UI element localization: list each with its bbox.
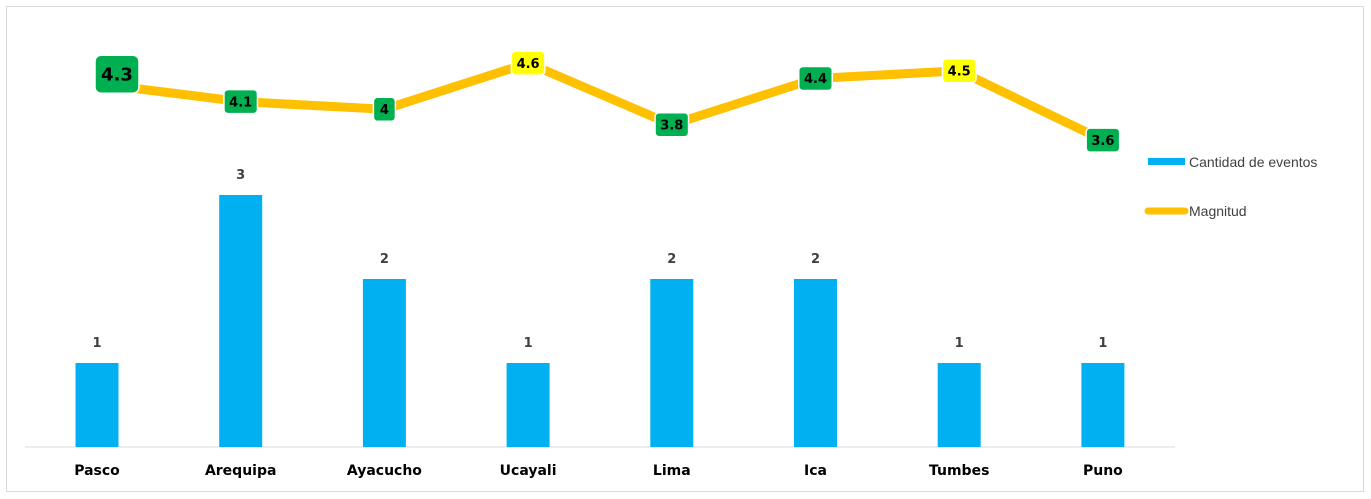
- line-data-labels: 4.3 4.1 4 4.6 3.8 4.4 4.5 3.6: [94, 50, 1121, 153]
- bar-label-ica: 2: [811, 252, 820, 267]
- magnitude-label-text: 4.6: [517, 57, 540, 72]
- legend-swatch-bar: [1148, 158, 1185, 165]
- legend-label-line: Magnitud: [1189, 203, 1247, 219]
- magnitude-label-text: 4.5: [948, 64, 971, 79]
- magnitude-label-ayacucho: 4: [372, 96, 397, 123]
- magnitude-label-text: 4.4: [804, 72, 827, 87]
- bar-label-arequipa: 3: [236, 168, 245, 183]
- category-label-ayacucho: Ayacucho: [347, 463, 422, 479]
- magnitude-label-box: [654, 111, 690, 138]
- magnitude-label-text: 3.8: [660, 118, 683, 133]
- category-label-pasco: Pasco: [74, 463, 120, 479]
- legend: Cantidad de eventos Magnitud: [1144, 154, 1317, 219]
- bar-label-ucayali: 1: [524, 336, 533, 351]
- bar-label-puno: 1: [1098, 336, 1107, 351]
- magnitude-label-text: 4: [380, 103, 389, 118]
- magnitude-label-ica: 4.4: [798, 65, 833, 92]
- line-series: [112, 58, 1108, 145]
- category-label-tumbes: Tumbes: [929, 463, 989, 479]
- magnitude-label-box: [1085, 127, 1121, 153]
- magnitude-label-text: 4.1: [229, 95, 252, 110]
- magnitude-label-box: [510, 50, 546, 76]
- bar-ucayali: [506, 363, 550, 447]
- magnitude-label-ucayali: 4.6: [510, 50, 546, 76]
- category-label-arequipa: Arequipa: [205, 463, 277, 479]
- magnitude-label-box: [223, 88, 259, 115]
- category-label-ucayali: Ucayali: [500, 463, 557, 479]
- bar-ayacucho: [362, 279, 406, 447]
- bar-arequipa: [219, 195, 263, 447]
- bar-label-pasco: 1: [92, 336, 101, 351]
- bar-label-lima: 2: [667, 252, 676, 267]
- bar-puno: [1081, 363, 1125, 447]
- magnitude-label-lima: 3.8: [654, 111, 690, 138]
- bar-ica: [794, 279, 837, 447]
- bar-label-tumbes: 1: [955, 336, 964, 351]
- category-label-ica: Ica: [804, 463, 827, 479]
- magnitude-label-box: [372, 96, 397, 123]
- bar-pasco: [75, 363, 119, 447]
- magnitude-label-text: 4.3: [101, 65, 133, 86]
- legend-label-bar: Cantidad de eventos: [1189, 154, 1317, 170]
- bar-series: [75, 195, 1125, 447]
- magnitude-line: [112, 58, 1108, 145]
- magnitude-label-puno: 3.6: [1085, 127, 1121, 153]
- bar-lima: [650, 279, 694, 447]
- bar-data-labels: 1 3 2 1 2 2 1 1: [92, 168, 1107, 351]
- magnitude-label-box: [941, 58, 977, 84]
- category-label-puno: Puno: [1083, 463, 1123, 479]
- bar-tumbes: [937, 363, 981, 447]
- category-label-lima: Lima: [653, 463, 691, 479]
- magnitude-label-tumbes: 4.5: [941, 58, 977, 84]
- magnitude-label-box: [798, 65, 833, 92]
- bar-label-ayacucho: 2: [380, 252, 389, 267]
- magnitude-label-box: [94, 54, 140, 94]
- category-axis-labels: Pasco Arequipa Ayacucho Ucayali Lima Ica Tumbe…: [74, 463, 1123, 479]
- magnitude-label-arequipa: 4.1: [223, 88, 259, 115]
- magnitude-label-text: 3.6: [1091, 134, 1114, 149]
- magnitude-label-pasco: 4.3: [94, 54, 140, 94]
